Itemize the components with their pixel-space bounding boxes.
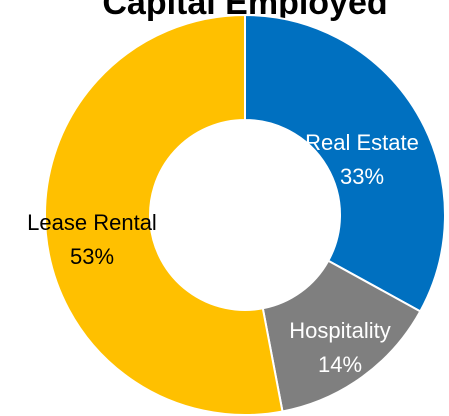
slice xyxy=(44,13,284,416)
slice xyxy=(244,13,446,313)
slice-value: 53% xyxy=(70,244,114,269)
chart-title: Capital Employed xyxy=(102,0,387,22)
slice-value: 33% xyxy=(340,164,384,189)
slice-label: Hospitality xyxy=(289,318,390,343)
slice-label: Lease Rental xyxy=(27,210,157,235)
slice-value: 14% xyxy=(318,352,362,377)
slice-label: Real Estate xyxy=(305,130,419,155)
